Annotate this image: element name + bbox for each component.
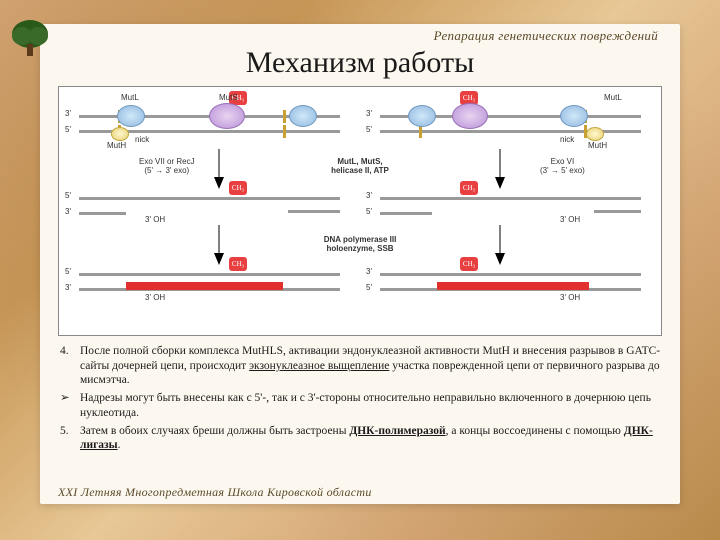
mechanism-diagram: CH₃ MutL MutS 3' 5' MutH nick Exo VII or… — [58, 86, 662, 336]
item-text: Надрезы могут быть внесены как с 5'-, та… — [80, 392, 651, 419]
muth-protein — [586, 127, 604, 141]
left-enzyme-label: Exo VII or RecJ (5' → 3' exo) — [139, 157, 195, 175]
mutl-label: MutL — [121, 93, 139, 102]
ch3-label: CH₃ — [460, 181, 478, 195]
list-item: 4. После полной сборки комплекса MutHLS,… — [58, 344, 662, 388]
mutl-protein — [560, 105, 588, 127]
mutl-protein — [117, 105, 145, 127]
nick-label: nick — [560, 135, 574, 144]
ch3-label: CH₃ — [229, 257, 247, 271]
mutl-protein — [408, 105, 436, 127]
repair-bar — [437, 282, 588, 290]
ch3-label: CH₃ — [229, 181, 247, 195]
five-prime: 5' — [65, 267, 71, 276]
slide-content: Репарация генетических повреждений Механ… — [40, 24, 680, 504]
muth-label: MutH — [588, 141, 607, 150]
three-oh-label: 3' OH — [560, 215, 580, 224]
item-text: Затем в обоих случаях бреши должны быть … — [80, 425, 653, 452]
three-prime: 3' — [65, 283, 71, 292]
three-prime: 3' — [366, 267, 372, 276]
underline: ДНК-полимеразой — [349, 425, 445, 437]
muth-protein — [111, 127, 129, 141]
three-prime: 3' — [366, 109, 372, 118]
list-item: 5. Затем в обоих случаях бреши должны бы… — [58, 424, 662, 453]
list-item: ➢ Надрезы могут быть внесены как с 5'-, … — [58, 391, 662, 420]
diagram-left-panel: CH₃ MutL MutS 3' 5' MutH nick Exo VII or… — [59, 87, 360, 335]
three-prime: 3' — [366, 191, 372, 200]
muts-protein — [452, 103, 488, 129]
item-number: 4. — [60, 344, 69, 359]
item-text: После полной сборки комплекса MutHLS, ак… — [80, 345, 660, 386]
slide-footer: XXI Летняя Многопредметная Школа Кировск… — [58, 485, 372, 500]
mutl-protein — [289, 105, 317, 127]
three-prime: 3' — [65, 109, 71, 118]
diagram-right-panel: CH₃ MutL 3' 5' MutH nick Exo VI (3' → 5'… — [360, 87, 661, 335]
ch3-label: CH₃ — [460, 257, 478, 271]
item-number: 5. — [60, 424, 69, 439]
item-bullet: ➢ — [60, 391, 70, 406]
mutl-label: MutL — [604, 93, 622, 102]
three-oh-label: 3' OH — [145, 293, 165, 302]
five-prime: 5' — [366, 207, 372, 216]
three-oh-label: 3' OH — [145, 215, 165, 224]
muts-protein — [209, 103, 245, 129]
five-prime: 5' — [65, 125, 71, 134]
slide-title: Механизм работы — [58, 46, 662, 80]
five-prime: 5' — [366, 125, 372, 134]
muts-label: MutS — [219, 93, 238, 102]
three-oh-label: 3' OH — [560, 293, 580, 302]
slide-subtitle: Репарация генетических повреждений — [58, 24, 662, 44]
five-prime: 5' — [65, 191, 71, 200]
nick-label: nick — [135, 135, 149, 144]
muth-label: MutH — [107, 141, 126, 150]
tree-icon — [8, 16, 52, 60]
three-prime: 3' — [65, 207, 71, 216]
five-prime: 5' — [366, 283, 372, 292]
repair-bar — [126, 282, 283, 290]
underline: экзонуклеазное выщепление — [249, 360, 389, 372]
right-enzyme-label: Exo VI (3' → 5' exo) — [540, 157, 585, 175]
text-block: 4. После полной сборки комплекса MutHLS,… — [58, 344, 662, 453]
